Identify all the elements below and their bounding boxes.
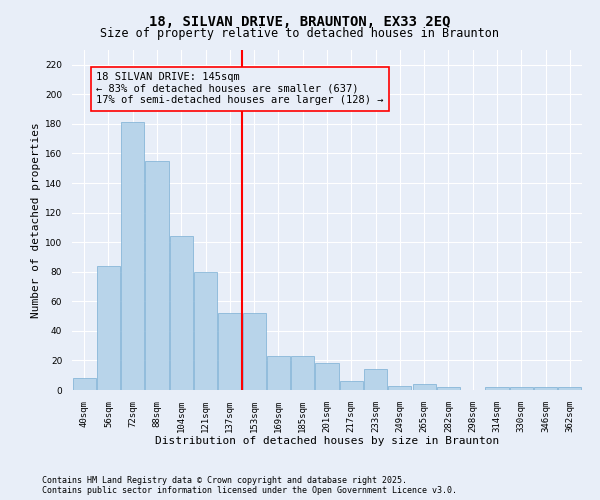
Text: 18 SILVAN DRIVE: 145sqm
← 83% of detached houses are smaller (637)
17% of semi-d: 18 SILVAN DRIVE: 145sqm ← 83% of detache… (96, 72, 384, 106)
Y-axis label: Number of detached properties: Number of detached properties (31, 122, 41, 318)
X-axis label: Distribution of detached houses by size in Braunton: Distribution of detached houses by size … (155, 436, 499, 446)
Text: Contains HM Land Registry data © Crown copyright and database right 2025.
Contai: Contains HM Land Registry data © Crown c… (42, 476, 457, 495)
Bar (218, 313, 241, 390)
Bar (413, 384, 436, 390)
Bar (194, 272, 217, 390)
Bar (145, 161, 169, 390)
Bar (364, 370, 387, 390)
Bar (485, 387, 509, 390)
Bar (559, 387, 581, 390)
Text: 18, SILVAN DRIVE, BRAUNTON, EX33 2EQ: 18, SILVAN DRIVE, BRAUNTON, EX33 2EQ (149, 15, 451, 29)
Bar (534, 387, 557, 390)
Bar (316, 364, 338, 390)
Bar (437, 387, 460, 390)
Bar (267, 356, 290, 390)
Bar (242, 313, 266, 390)
Bar (97, 266, 120, 390)
Bar (340, 381, 363, 390)
Bar (121, 122, 144, 390)
Bar (388, 386, 412, 390)
Bar (73, 378, 95, 390)
Bar (291, 356, 314, 390)
Bar (170, 236, 193, 390)
Text: Size of property relative to detached houses in Braunton: Size of property relative to detached ho… (101, 28, 499, 40)
Bar (510, 387, 533, 390)
